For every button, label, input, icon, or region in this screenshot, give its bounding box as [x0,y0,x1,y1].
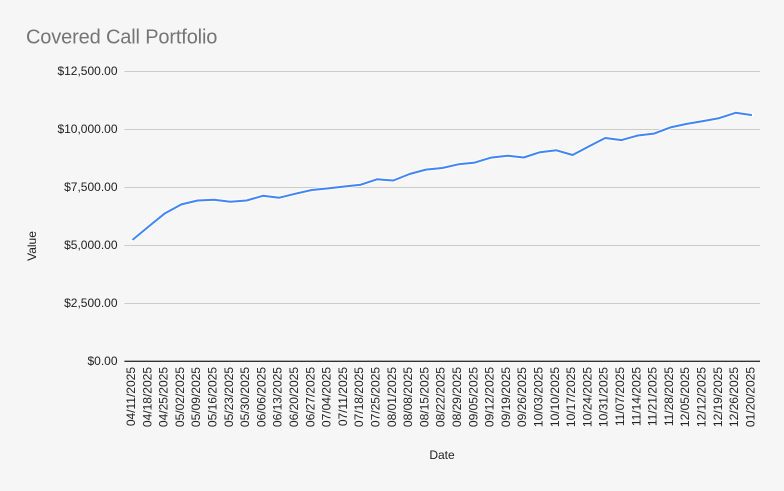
svg-text:08/29/2025: 08/29/2025 [450,367,464,427]
svg-text:09/12/2025: 09/12/2025 [483,367,497,427]
svg-text:12/05/2025: 12/05/2025 [678,367,692,427]
svg-text:05/09/2025: 05/09/2025 [189,367,203,427]
svg-text:09/05/2025: 09/05/2025 [466,367,480,427]
svg-text:11/14/2025: 11/14/2025 [629,367,643,426]
svg-text:11/21/2025: 11/21/2025 [646,367,660,426]
svg-text:04/11/2025: 04/11/2025 [124,367,138,426]
svg-text:05/23/2025: 05/23/2025 [222,367,236,427]
svg-text:$7,500.00: $7,500.00 [64,180,118,194]
svg-text:09/26/2025: 09/26/2025 [515,367,529,427]
svg-text:$10,000.00: $10,000.00 [57,122,117,136]
svg-text:Date: Date [429,448,455,462]
svg-text:10/17/2025: 10/17/2025 [564,367,578,427]
svg-text:05/30/2025: 05/30/2025 [238,367,252,427]
svg-text:10/10/2025: 10/10/2025 [548,367,562,427]
svg-text:12/19/2025: 12/19/2025 [711,367,725,427]
svg-text:10/31/2025: 10/31/2025 [597,367,611,427]
svg-text:06/13/2025: 06/13/2025 [271,367,285,427]
svg-text:08/08/2025: 08/08/2025 [401,367,415,427]
svg-text:Covered Call Portfolio: Covered Call Portfolio [26,26,217,48]
svg-text:08/15/2025: 08/15/2025 [417,367,431,427]
svg-text:Value: Value [25,231,39,261]
svg-text:$5,000.00: $5,000.00 [64,238,118,252]
svg-text:09/19/2025: 09/19/2025 [499,367,513,427]
svg-text:12/12/2025: 12/12/2025 [695,367,709,427]
svg-text:06/06/2025: 06/06/2025 [254,367,268,427]
svg-text:05/16/2025: 05/16/2025 [206,367,220,427]
svg-text:12/26/2025: 12/26/2025 [727,367,741,427]
svg-text:06/27/2025: 06/27/2025 [303,367,317,427]
svg-text:11/07/2025: 11/07/2025 [613,367,627,426]
svg-text:$12,500.00: $12,500.00 [57,64,117,78]
svg-text:05/02/2025: 05/02/2025 [173,367,187,427]
svg-text:$2,500.00: $2,500.00 [64,296,118,310]
svg-text:07/25/2025: 07/25/2025 [369,367,383,427]
svg-text:10/24/2025: 10/24/2025 [580,367,594,427]
svg-text:04/25/2025: 04/25/2025 [157,367,171,427]
svg-text:07/04/2025: 07/04/2025 [320,367,334,427]
svg-text:07/11/2025: 07/11/2025 [336,367,350,426]
svg-text:01/20/2025: 01/20/2025 [743,367,757,427]
svg-text:06/20/2025: 06/20/2025 [287,367,301,427]
svg-text:08/01/2025: 08/01/2025 [385,367,399,427]
svg-text:04/18/2025: 04/18/2025 [140,367,154,427]
svg-text:11/28/2025: 11/28/2025 [662,367,676,426]
svg-text:08/22/2025: 08/22/2025 [434,367,448,427]
svg-text:07/18/2025: 07/18/2025 [352,367,366,427]
svg-text:$0.00: $0.00 [87,354,117,368]
svg-text:10/03/2025: 10/03/2025 [532,367,546,427]
